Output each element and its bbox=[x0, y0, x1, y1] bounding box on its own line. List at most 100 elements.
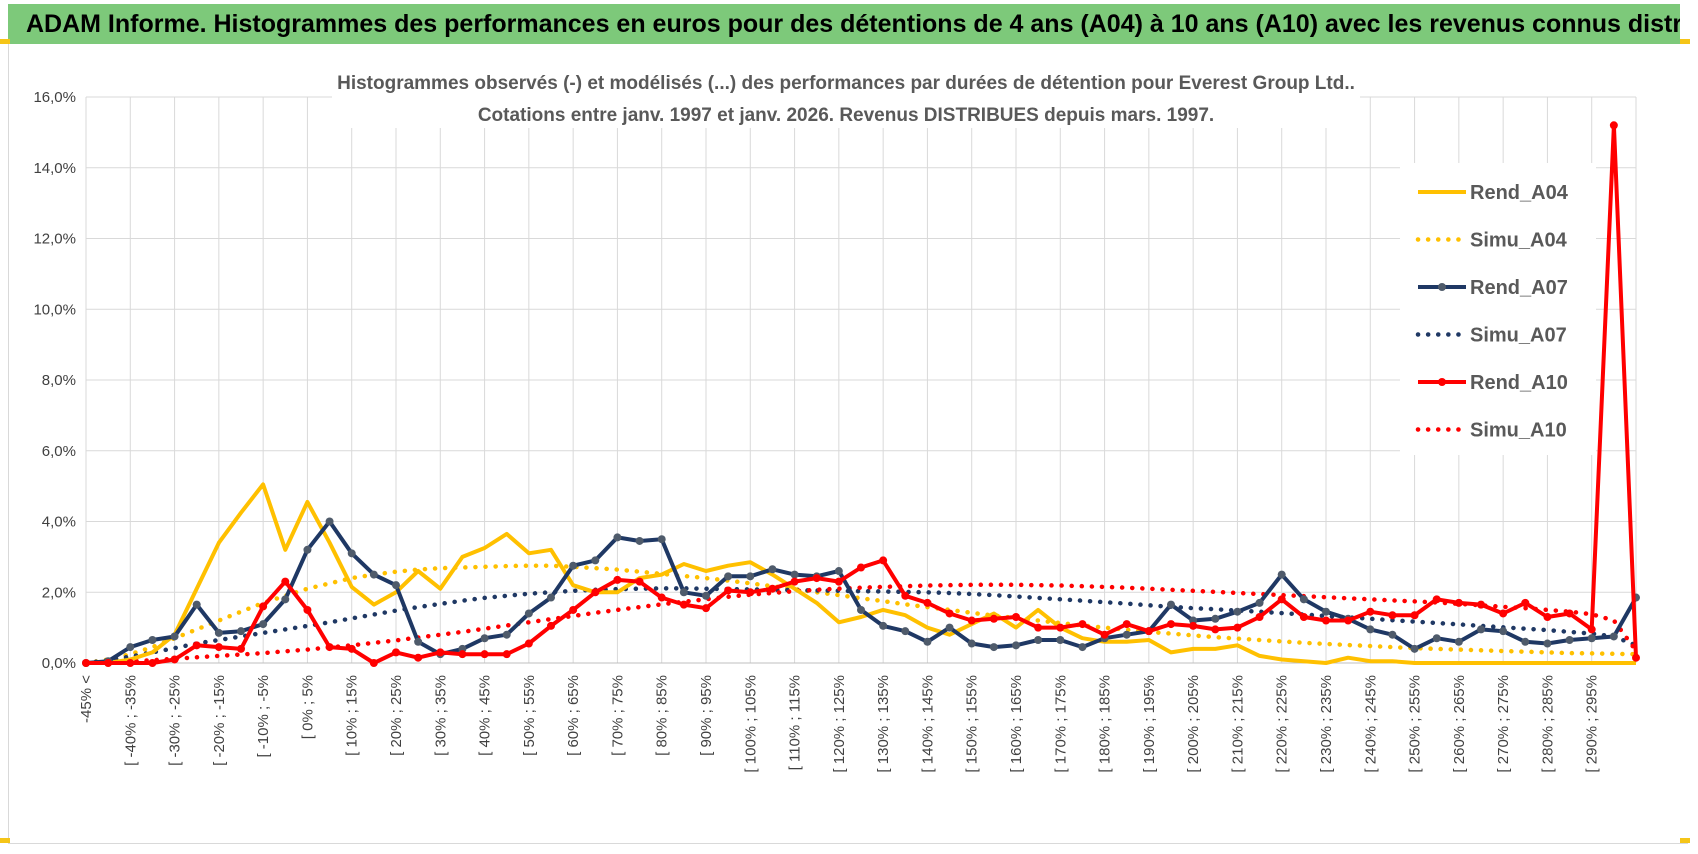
series-rend-a10-point bbox=[657, 593, 666, 602]
series-rend-a10-point bbox=[1543, 613, 1552, 622]
series-rend-a07-point bbox=[214, 628, 223, 637]
x-tick-label: [ 90% ; 95% bbox=[698, 675, 715, 756]
corner-marker bbox=[0, 838, 10, 843]
series-rend-a10-point bbox=[591, 588, 600, 597]
series-rend-a07-point bbox=[746, 572, 755, 581]
series-rend-a10-point bbox=[170, 655, 179, 664]
legend-marker-rend-a07 bbox=[1438, 283, 1446, 291]
series-rend-a10-point bbox=[480, 650, 489, 659]
chart-legend: Rend_A04 Simu_A04 Rend_A07 Simu_A07 Rend_A10… bbox=[1400, 163, 1596, 455]
y-tick-label: 2,0% bbox=[42, 584, 76, 601]
series-rend-a10-point bbox=[790, 577, 799, 586]
x-tick-label: [ 210% ; 215% bbox=[1229, 675, 1246, 773]
y-axis-ticks: 0,0% 2,0% 4,0% 6,0% 8,0% 10,0% 12,0% 14,0% 16,0% bbox=[33, 89, 76, 672]
series-rend-a07-point bbox=[1078, 643, 1087, 652]
series-rend-a10-point bbox=[104, 659, 113, 667]
legend-label-rend-a04: Rend_A04 bbox=[1470, 182, 1569, 204]
y-tick-label: 0,0% bbox=[42, 655, 76, 672]
x-tick-label: [ 30% ; 35% bbox=[432, 675, 449, 756]
series-rend-a07-point bbox=[480, 634, 489, 643]
series-rend-a07-point bbox=[1277, 570, 1286, 579]
series-rend-a07-point bbox=[790, 570, 799, 579]
series-rend-a07-point bbox=[1034, 636, 1043, 645]
series-rend-a07-point bbox=[502, 630, 511, 639]
x-tick-label: -45% < bbox=[78, 675, 95, 723]
x-tick-label: [ 190% ; 195% bbox=[1141, 675, 1158, 773]
series-rend-a10-point bbox=[1410, 611, 1419, 620]
x-tick-label: [ 150% ; 155% bbox=[964, 675, 981, 773]
x-tick-label: [ 250% ; 255% bbox=[1407, 675, 1424, 773]
series-rend-a10-point bbox=[1233, 623, 1242, 632]
series-rend-a07-point bbox=[1122, 630, 1131, 639]
series-rend-a10-point bbox=[923, 598, 932, 607]
series-rend-a10-point bbox=[1122, 620, 1131, 629]
legend-label-simu-a10: Simu_A10 bbox=[1470, 420, 1567, 442]
series-simu-a10-line bbox=[83, 582, 1639, 666]
series-rend-a10-point bbox=[392, 648, 400, 657]
legend-marker-rend-a10 bbox=[1438, 378, 1446, 386]
series-rend-a10-point bbox=[1454, 598, 1463, 607]
series-rend-a07-point bbox=[281, 595, 290, 604]
series-rend-a10-point bbox=[214, 643, 223, 652]
series-rend-a07-point bbox=[1012, 641, 1020, 650]
series-rend-a07-point bbox=[768, 565, 777, 574]
series-rend-a10-point bbox=[1078, 620, 1087, 629]
series-rend-a10-point bbox=[945, 609, 954, 618]
series-rend-a10-point bbox=[1521, 598, 1530, 607]
series-rend-a10-point bbox=[1277, 595, 1286, 604]
series-rend-a10-point bbox=[259, 602, 268, 611]
x-tick-label: [ -30% ; -25% bbox=[167, 675, 184, 766]
series-rend-a07-point bbox=[1543, 639, 1552, 648]
series-rend-a07-point bbox=[591, 556, 600, 565]
x-tick-label: [ -20% ; -15% bbox=[211, 675, 228, 766]
series-rend-a10-point bbox=[436, 648, 445, 657]
title-background bbox=[332, 62, 1360, 128]
series-rend-a10-point bbox=[1366, 607, 1375, 616]
series-rend-a07-point bbox=[679, 588, 688, 597]
series-rend-a10-point bbox=[1388, 611, 1397, 620]
series-rend-a10-point bbox=[834, 577, 843, 586]
series-rend-a10-point bbox=[1299, 613, 1308, 622]
grid-lines bbox=[85, 96, 1637, 664]
series-rend-a10-point bbox=[702, 604, 710, 613]
y-tick-label: 14,0% bbox=[33, 160, 76, 177]
series-rend-a10-point bbox=[879, 556, 888, 565]
x-tick-label: [ -10% ; -5% bbox=[255, 675, 272, 758]
series-rend-a10-point bbox=[237, 644, 245, 653]
series-rend-a07-point bbox=[1366, 625, 1375, 634]
series-rend-a07-point bbox=[259, 620, 268, 629]
series-rend-a07-point bbox=[148, 636, 157, 645]
series-rend-a10-point bbox=[724, 586, 733, 595]
series-rend-a07-point bbox=[1322, 607, 1330, 616]
series-rend-a10-point bbox=[281, 577, 290, 586]
series-rend-a10-point bbox=[1056, 623, 1065, 632]
series-rend-a07-point bbox=[524, 609, 533, 618]
legend-background bbox=[1400, 163, 1596, 455]
y-tick-label: 4,0% bbox=[42, 514, 76, 531]
series-rend-a10-point bbox=[1100, 630, 1109, 639]
x-axis-ticks: -45% < [ -40% ; -35% [ -30% ; -25% [ -20% ;… bbox=[78, 675, 1601, 773]
x-tick-label: [ 10% ; 15% bbox=[344, 675, 361, 756]
series-rend-a10-point bbox=[458, 650, 467, 659]
y-tick-label: 16,0% bbox=[33, 89, 76, 106]
series-rend-a10-point bbox=[369, 659, 378, 667]
series-rend-a07-point bbox=[702, 591, 710, 600]
series-rend-a07-point bbox=[857, 605, 865, 614]
series-rend-a10-point bbox=[547, 621, 555, 630]
x-tick-label: [ 230% ; 235% bbox=[1318, 675, 1335, 773]
series-rend-a10-point bbox=[1255, 613, 1264, 622]
series-rend-a07-point bbox=[1056, 636, 1065, 645]
series-rend-a10-point bbox=[325, 643, 334, 652]
series-rend-a10-point bbox=[635, 577, 644, 586]
series-rend-a07-point bbox=[901, 627, 910, 636]
x-tick-label: [ 70% ; 75% bbox=[609, 675, 626, 756]
series-rend-a10-point bbox=[148, 659, 157, 667]
x-tick-label: [ 60% ; 65% bbox=[565, 675, 582, 756]
series-rend-a07-point bbox=[569, 561, 578, 570]
series-rend-a07-point bbox=[547, 593, 555, 602]
y-tick-label: 8,0% bbox=[42, 372, 76, 389]
report-header: ADAM Informe. Histogrammes des performan… bbox=[8, 4, 1680, 44]
x-tick-label: [ 290% ; 295% bbox=[1584, 675, 1601, 773]
series-rend-a10-point bbox=[812, 574, 821, 583]
x-tick-label: [ 200% ; 205% bbox=[1185, 675, 1202, 773]
